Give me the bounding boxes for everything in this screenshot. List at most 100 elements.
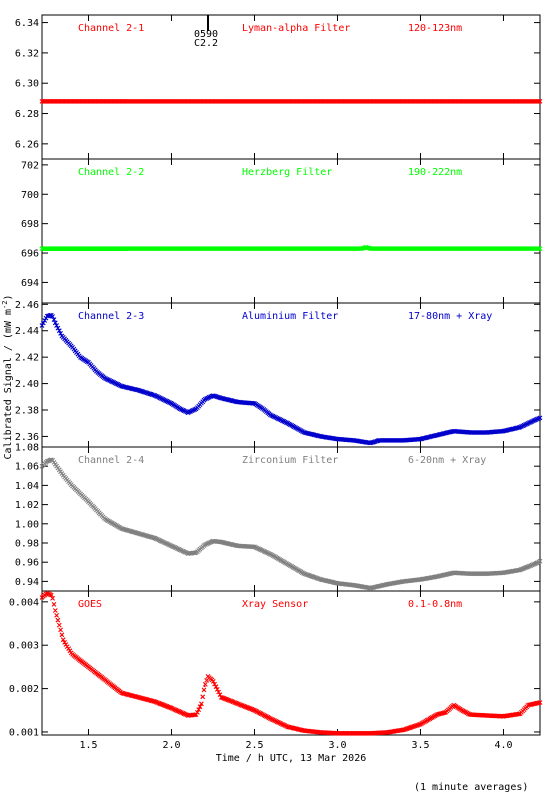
data-point xyxy=(369,587,372,589)
data-point xyxy=(71,345,73,348)
data-point xyxy=(187,714,189,717)
data-point xyxy=(41,100,43,103)
data-point xyxy=(41,324,43,327)
x-tick-label: 2.0 xyxy=(162,740,180,751)
data-point xyxy=(419,438,422,440)
data-point xyxy=(403,728,405,731)
data-point xyxy=(353,732,355,735)
data-point xyxy=(452,430,455,432)
y-tick-label: 0.002 xyxy=(9,684,39,695)
data-point xyxy=(41,247,43,250)
data-point xyxy=(200,702,203,705)
data-point xyxy=(320,578,322,581)
y-axis-label: Calibrated Signal / (mW m-2) xyxy=(1,295,14,460)
data-point xyxy=(154,394,156,397)
data-point xyxy=(361,247,364,250)
data-point xyxy=(502,430,505,432)
panel-3: 2.36 2.38 2.40 2.42 2.44 2.46 Channel 2-3 Alumi… xyxy=(15,300,543,448)
data-point xyxy=(486,714,488,717)
data-point xyxy=(253,402,256,405)
data-point xyxy=(54,609,57,612)
data-point xyxy=(154,537,156,539)
panels-layer: 6.26 6.28 6.30 6.32 6.34 Channel 2-1 Lyman-alp… xyxy=(9,14,543,738)
data-point xyxy=(187,552,189,555)
data-point xyxy=(46,315,48,318)
y-tick-label: 6.32 xyxy=(15,48,39,59)
data-point xyxy=(79,356,81,358)
y-tick-label: 1.08 xyxy=(15,443,39,454)
data-point xyxy=(178,407,181,410)
data-point xyxy=(212,540,214,542)
y-tick-label: 6.34 xyxy=(15,18,39,29)
band-label: 6-20nm + Xray xyxy=(408,455,486,466)
y-tick-label: 0.94 xyxy=(15,577,39,588)
data-point xyxy=(519,569,521,571)
event-marker-label: 0590 xyxy=(194,29,218,40)
data-point xyxy=(170,707,173,709)
panel-5: 0.001 0.002 0.003 0.004 GOES Xray Sensor 0.1-0… xyxy=(9,590,543,738)
data-point xyxy=(303,431,306,434)
data-point xyxy=(364,246,367,248)
data-point xyxy=(87,666,90,668)
data-point xyxy=(237,545,239,547)
data-point xyxy=(195,407,198,410)
y-tick-label: 0.96 xyxy=(15,558,39,569)
data-point xyxy=(41,596,43,599)
y-tick-label: 6.28 xyxy=(15,109,39,120)
data-point xyxy=(220,541,223,543)
data-point xyxy=(87,500,90,503)
data-point xyxy=(203,398,206,401)
y-axis-label-main: Calibrated Signal / (mW m xyxy=(3,309,14,460)
x-axis-label: Time / h UTC, 13 Mar 2026 xyxy=(216,753,367,764)
data-point xyxy=(41,465,43,468)
channel-label: Channel 2-2 xyxy=(78,167,144,178)
band-label: 190-222nm xyxy=(408,167,462,178)
data-point xyxy=(203,685,206,688)
data-point xyxy=(369,247,372,250)
data-point xyxy=(154,700,156,703)
y-axis-label-close: ) xyxy=(3,295,14,301)
data-point xyxy=(95,370,98,373)
data-point xyxy=(535,562,538,564)
data-point xyxy=(203,544,206,546)
data-point xyxy=(386,583,389,586)
data-point xyxy=(303,572,306,575)
data-point xyxy=(539,100,541,103)
data-point xyxy=(62,475,65,477)
series-markers xyxy=(39,312,543,446)
x-tick-label: 1.5 xyxy=(79,740,97,751)
data-point xyxy=(62,640,65,642)
data-point xyxy=(270,718,272,720)
data-point xyxy=(253,546,256,548)
data-point xyxy=(539,560,541,563)
y-tick-label: 2.42 xyxy=(15,353,39,364)
data-point xyxy=(535,418,538,421)
y-tick-label: 702 xyxy=(21,160,39,171)
data-point xyxy=(336,582,339,585)
data-point xyxy=(212,394,214,397)
x-tick-label: 2.5 xyxy=(245,740,263,751)
channel-label: Channel 2-4 xyxy=(78,455,144,466)
data-point xyxy=(419,723,422,725)
data-point xyxy=(187,411,189,414)
data-point xyxy=(54,322,57,324)
panel-2: 694 696 698 700 702 Channel 2-2 Herzberg Filte… xyxy=(21,158,543,304)
data-point xyxy=(87,361,90,364)
y-tick-label: 696 xyxy=(21,249,39,260)
y-tick-label: 2.36 xyxy=(15,432,39,443)
data-point xyxy=(320,435,322,438)
data-point xyxy=(51,594,53,597)
data-point xyxy=(195,551,198,554)
y-tick-label: 2.40 xyxy=(15,379,39,390)
data-point xyxy=(461,709,463,712)
filter-label: Aluminium Filter xyxy=(242,311,338,322)
band-label: 17-80nm + Xray xyxy=(408,311,492,322)
y-tick-label: 694 xyxy=(21,278,39,289)
panel-4: 0.94 0.96 0.98 1.00 1.02 1.04 1.06 1.08 Channel … xyxy=(15,443,543,592)
data-point xyxy=(527,704,530,706)
data-point xyxy=(469,713,472,716)
series-markers xyxy=(39,590,543,736)
data-point xyxy=(286,725,289,728)
data-point xyxy=(539,701,541,704)
data-point xyxy=(137,696,140,699)
